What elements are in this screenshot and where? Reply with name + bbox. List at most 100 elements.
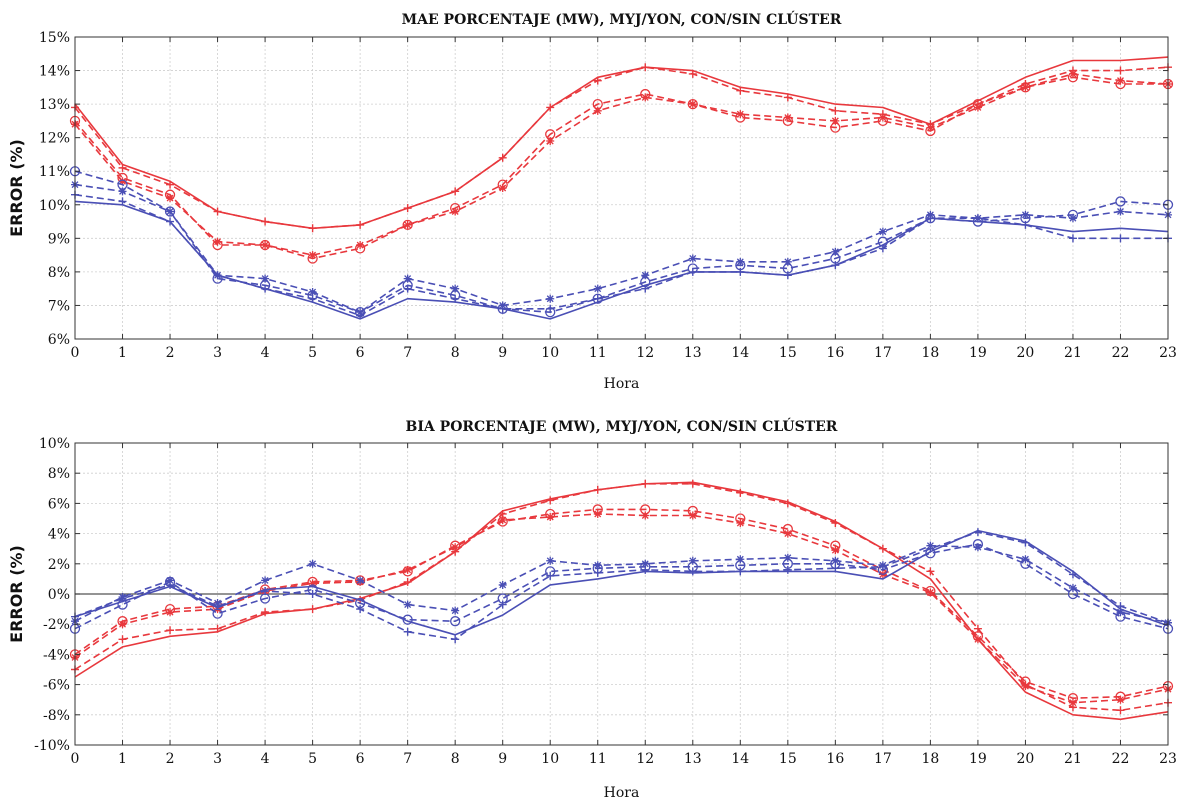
series-line (74, 170, 1169, 314)
data-point (1116, 66, 1125, 75)
data-point (356, 605, 365, 614)
data-point (546, 103, 555, 112)
series-8 (71, 541, 1172, 627)
data-point (926, 567, 935, 576)
data-point (1115, 196, 1126, 207)
mae-chart-panel: 0 1 2 3 4 5 6 7 8 9 10 11 12 13 14 15 16 17 18 19 20 21 22 236%… (7, 10, 1177, 392)
data-point (736, 110, 745, 119)
data-point (1068, 214, 1077, 223)
data-point (1021, 682, 1030, 691)
x-tick-label: 2 (166, 345, 175, 361)
data-point (403, 627, 412, 636)
series-line (74, 544, 1169, 624)
chart-title: MAE PORCENTAJE (MW), MYJ/YON, CON/SIN CL… (402, 10, 842, 28)
data-point (593, 509, 602, 518)
y-tick-label: -6% (43, 678, 70, 694)
data-point (308, 288, 317, 297)
data-point (546, 496, 555, 505)
data-point (926, 123, 935, 132)
data-point (783, 553, 792, 562)
data-point (118, 620, 127, 629)
series-line (74, 482, 1169, 712)
x-tick-label: 10 (541, 345, 559, 361)
x-tick-label: 21 (1064, 751, 1082, 767)
y-axis-label: ERROR (%) (7, 139, 26, 237)
x-tick-label: 11 (589, 751, 607, 767)
y-tick-label: 10% (39, 198, 70, 214)
data-point (831, 106, 840, 115)
data-point (831, 546, 840, 555)
data-point (926, 541, 935, 550)
x-tick-label: 4 (261, 751, 270, 767)
data-point (403, 577, 412, 586)
data-point (1068, 69, 1077, 78)
data-point (593, 294, 602, 303)
data-point (973, 214, 982, 223)
data-point (545, 307, 556, 318)
data-point (1021, 83, 1030, 92)
data-point (166, 217, 175, 226)
x-tick-label: 6 (356, 345, 365, 361)
data-point (308, 224, 317, 233)
data-point (878, 113, 887, 122)
x-tick-label: 16 (826, 345, 844, 361)
x-tick-label: 7 (403, 751, 412, 767)
x-tick-label: 15 (779, 751, 797, 767)
data-point (498, 580, 507, 589)
series-line (74, 513, 1169, 704)
x-tick-label: 20 (1017, 345, 1035, 361)
x-tick-label: 8 (451, 751, 460, 767)
data-point (164, 206, 176, 217)
data-point (1068, 234, 1077, 243)
x-tick-label: 11 (589, 345, 607, 361)
data-point (451, 543, 460, 552)
data-point (1116, 608, 1125, 617)
data-point (1021, 210, 1030, 219)
y-tick-label: -4% (43, 647, 70, 663)
data-point (783, 113, 792, 122)
x-tick-label: 19 (969, 751, 987, 767)
data-point (592, 293, 603, 304)
series-line (74, 529, 1169, 636)
data-point (403, 220, 412, 229)
data-point (261, 608, 270, 617)
x-tick-label: 18 (921, 751, 939, 767)
data-point (736, 555, 745, 564)
data-point (878, 227, 887, 236)
data-point (166, 626, 175, 635)
data-point (213, 624, 222, 633)
data-point (118, 197, 127, 206)
x-tick-label: 2 (166, 751, 175, 767)
data-point (593, 106, 602, 115)
y-tick-label: 6% (48, 332, 70, 348)
data-point (973, 528, 982, 537)
data-point (688, 254, 697, 263)
data-point (498, 516, 507, 525)
data-point (593, 284, 602, 293)
data-point (973, 635, 982, 644)
x-tick-label: 19 (969, 345, 987, 361)
data-point (261, 241, 270, 250)
data-point (451, 635, 460, 644)
data-point (783, 257, 792, 266)
data-point (212, 608, 223, 619)
data-point (498, 153, 507, 162)
data-point (451, 207, 460, 216)
series-8 (71, 180, 1172, 317)
y-tick-label: 13% (39, 97, 70, 113)
data-point (166, 608, 175, 617)
data-point (736, 257, 745, 266)
y-tick-label: 6% (48, 496, 70, 512)
data-point (688, 69, 697, 78)
data-point (831, 116, 840, 125)
data-point (545, 566, 556, 577)
x-tick-label: 9 (498, 751, 507, 767)
data-point (926, 210, 935, 219)
ticks: 0 1 2 3 4 5 6 7 8 9 10 11 12 13 14 15 16 17 18 19 20 21 22 236%… (39, 30, 1177, 361)
x-tick-label: 10 (541, 751, 559, 767)
data-point (402, 614, 413, 625)
y-tick-label: 7% (48, 298, 70, 314)
data-point (450, 616, 461, 627)
x-tick-label: 13 (684, 345, 702, 361)
